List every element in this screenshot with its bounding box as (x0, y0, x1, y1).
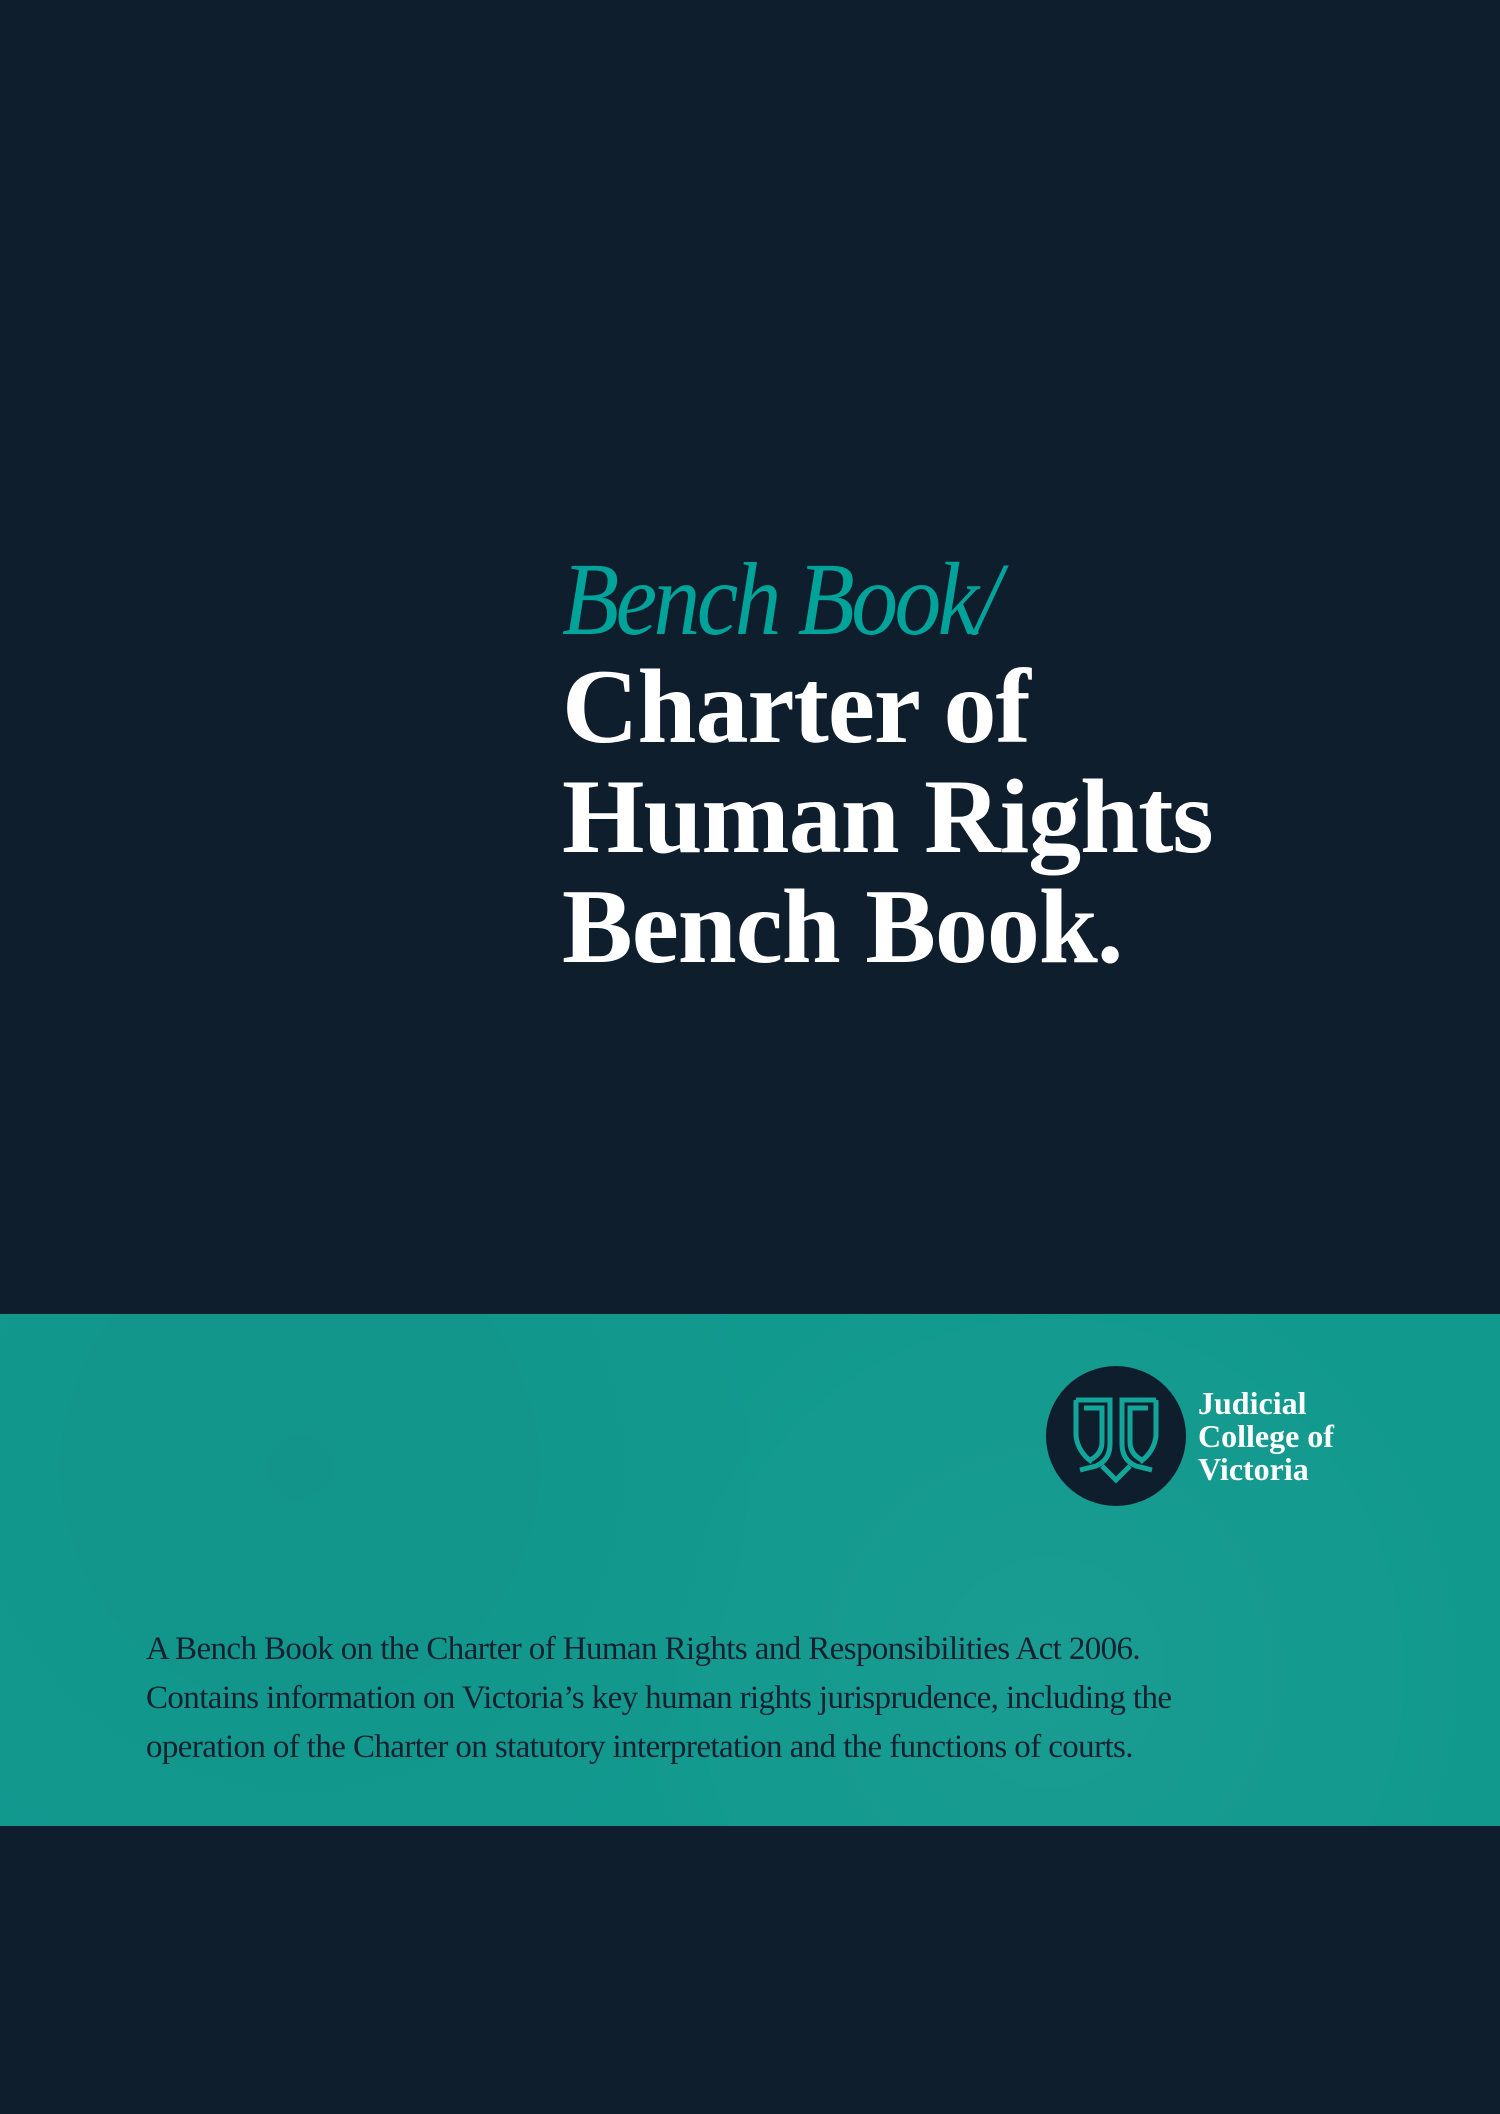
description-line: operation of the Charter on statutory in… (146, 1729, 1134, 1765)
logo-wordmark: Judicial College of Victoria (1198, 1384, 1334, 1487)
logo-text-line: Victoria (1198, 1450, 1309, 1487)
cover-title-line: Bench Book. (562, 868, 1123, 985)
cover-title-block: Bench Book/ Charter of Human Rights Benc… (562, 542, 1214, 985)
description-line: Contains information on Victoria’s key h… (146, 1680, 1172, 1716)
cover-subtitle: Bench Book/ (562, 542, 1002, 657)
judicial-college-logo: Judicial College of Victoria (1046, 1366, 1334, 1506)
cover-description: A Bench Book on the Charter of Human Rig… (146, 1625, 1172, 1772)
cover-title-line: Charter of (562, 648, 1031, 765)
judicial-college-emblem-icon (1046, 1366, 1186, 1506)
logo-text-line: Judicial (1198, 1384, 1307, 1421)
description-line: A Bench Book on the Charter of Human Rig… (146, 1631, 1141, 1667)
cover-title-line: Human Rights (562, 758, 1214, 875)
teal-band (0, 1314, 1500, 1826)
logo-text-line: College of (1198, 1417, 1334, 1454)
